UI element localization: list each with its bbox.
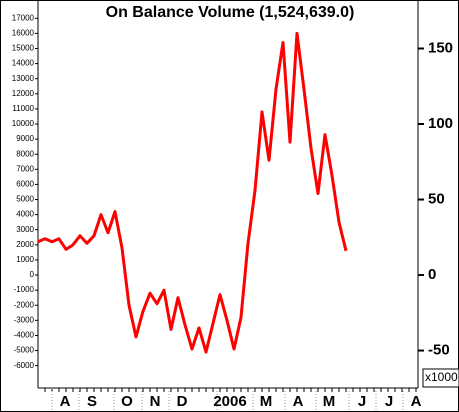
y-tick-label: 0 <box>30 270 35 279</box>
y-tick-label: 4000 <box>16 210 34 219</box>
obv-line <box>37 31 348 354</box>
y-tick-label: 12000 <box>12 89 35 98</box>
y-tick-label: -4000 <box>14 331 35 340</box>
y-tick-label: -6000 <box>14 361 35 370</box>
x-tick-label: J <box>358 393 366 410</box>
chart-title: On Balance Volume (1,524,639.0) <box>106 4 355 21</box>
y-tick-label: 16000 <box>12 29 35 38</box>
x-tick-label: 2006 <box>213 393 246 410</box>
x-tick-label: N <box>150 393 161 410</box>
unit-box <box>422 368 459 388</box>
y-tick-label: 10000 <box>12 119 35 128</box>
y2-tick-label: 0 <box>428 266 436 283</box>
x-tick-label: J <box>385 393 393 410</box>
y-tick-label: 7000 <box>16 164 34 173</box>
y-tick-label: -3000 <box>14 315 35 324</box>
x-tick-label: S <box>87 393 97 410</box>
y-tick-label: 17000 <box>12 13 35 22</box>
y2-tick-label: 150 <box>428 39 453 56</box>
y-tick-label: 3000 <box>16 225 34 234</box>
x-tick-label: M <box>323 393 336 410</box>
x-tick-label: A <box>293 393 304 410</box>
y-tick-label: 5000 <box>16 195 34 204</box>
y-tick-label: -5000 <box>14 346 35 355</box>
x-tick-label: D <box>177 393 188 410</box>
x-tick-label: M <box>260 393 273 410</box>
y2-tick-label: 50 <box>428 190 445 207</box>
y-tick-label: 11000 <box>12 104 34 113</box>
y-tick-label: 1000 <box>16 255 34 264</box>
y2-tick-label: -50 <box>428 342 450 359</box>
y-tick-label: -2000 <box>14 300 35 309</box>
y2-tick-label: 100 <box>428 115 453 132</box>
y-tick-label: 15000 <box>12 44 35 53</box>
y-tick-label: 2000 <box>16 240 34 249</box>
x-tick-label: O <box>121 393 133 410</box>
y-tick-label: 8000 <box>16 149 34 158</box>
y-tick-label: 6000 <box>16 180 34 189</box>
y-tick-label: 13000 <box>12 74 35 83</box>
y2-unit-label: x1000 <box>425 370 458 384</box>
x-tick-label: A <box>411 393 422 410</box>
x-tick-label: A <box>60 393 71 410</box>
y-tick-label: 9000 <box>16 134 34 143</box>
y-tick-label: 14000 <box>12 59 35 68</box>
y-tick-label: -1000 <box>14 285 35 294</box>
